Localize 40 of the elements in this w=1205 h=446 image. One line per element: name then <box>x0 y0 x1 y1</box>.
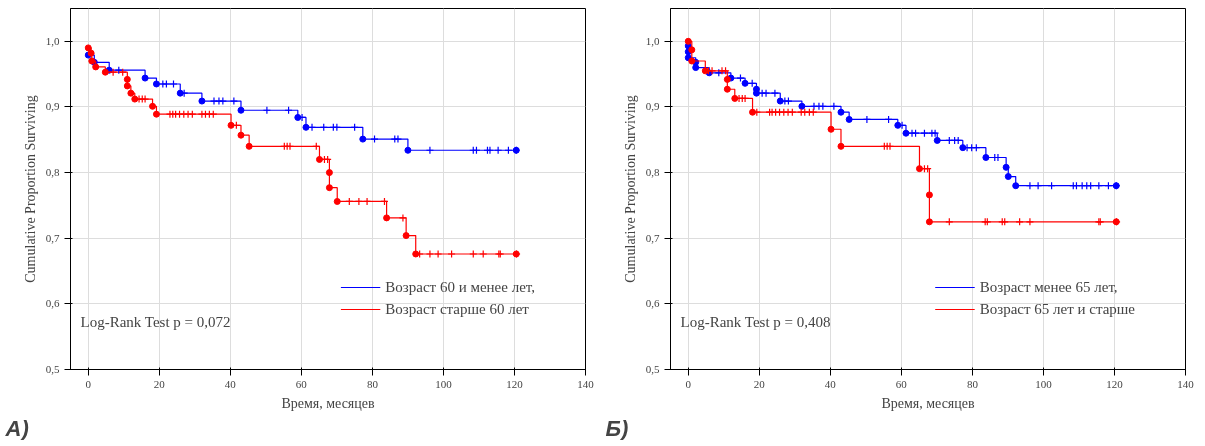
x-tick-label: 100 <box>435 377 453 390</box>
x-tick-label: 120 <box>1106 377 1124 390</box>
x-tick-label: 20 <box>153 377 166 390</box>
x-axis-title: Время, месяцев <box>281 395 376 411</box>
x-tick-label: 40 <box>824 377 837 390</box>
x-tick-label: 80 <box>966 377 979 390</box>
x-tick-label: 60 <box>895 377 908 390</box>
x-tick-label: 140 <box>1177 377 1195 390</box>
y-tick-label: 0,8 <box>45 166 60 179</box>
y-tick-label: 0,6 <box>45 297 60 310</box>
text: А) <box>4 415 29 441</box>
y-tick-label: 0,5 <box>45 363 60 375</box>
x-tick-label: 100 <box>1035 377 1053 390</box>
legend-label: Возраст 65 лет и старше <box>979 300 1135 318</box>
text: Б) <box>605 415 629 441</box>
y-axis-title: Cumulative Proportion Surviving <box>622 95 638 283</box>
x-tick-label: 120 <box>506 377 524 390</box>
legend-label: Возраст 60 и менее лет, <box>385 278 535 296</box>
x-tick-label: 40 <box>224 377 237 390</box>
y-tick-label: 0,7 <box>645 231 660 244</box>
annotation: Log-Rank Test p = 0,408 <box>680 313 831 330</box>
x-tick-label: 0 <box>685 377 692 390</box>
x-tick-label: 0 <box>85 377 92 390</box>
annotation: Log-Rank Test p = 0,072 <box>80 313 231 330</box>
y-tick-label: 0,5 <box>645 363 660 375</box>
y-tick-label: 0,7 <box>45 231 60 244</box>
x-tick-label: 80 <box>366 377 379 390</box>
y-tick-label: 1,0 <box>45 34 60 47</box>
y-tick-label: 0,6 <box>645 297 660 310</box>
x-tick-label: 20 <box>753 377 766 390</box>
y-tick-label: 1,0 <box>645 34 660 47</box>
x-tick-label: 60 <box>295 377 308 390</box>
x-axis-title: Время, месяцев <box>881 395 976 411</box>
y-axis-title: Cumulative Proportion Surviving <box>22 95 38 283</box>
legend-label: Возраст старше 60 лет <box>385 300 529 318</box>
y-tick-label: 0,9 <box>45 100 60 113</box>
y-tick-label: 0,8 <box>645 166 660 179</box>
legend-label: Возраст менее 65 лет, <box>979 278 1118 296</box>
x-tick-label: 140 <box>577 377 595 390</box>
y-tick-label: 0,9 <box>645 100 660 113</box>
